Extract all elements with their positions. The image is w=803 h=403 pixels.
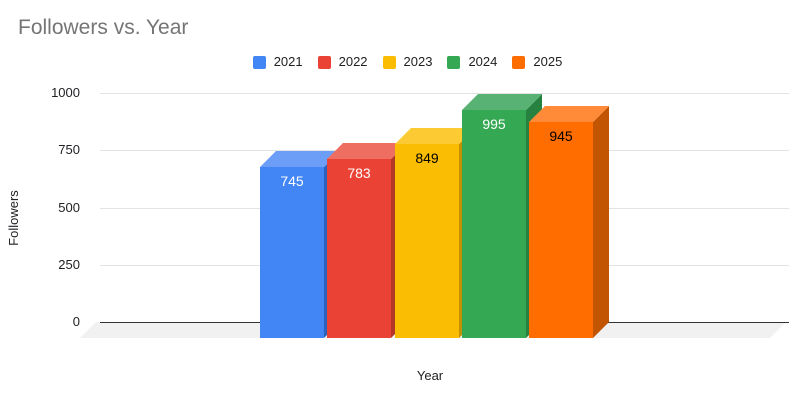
- gridline: [100, 150, 789, 152]
- bar-front-face: [395, 143, 459, 338]
- bar-top-face: [260, 151, 340, 168]
- x-axis-title: Year: [416, 368, 444, 383]
- y-tick-label: 0: [72, 314, 80, 329]
- y-tick-label: 1000: [51, 85, 80, 100]
- bar-value-label: 849: [415, 149, 439, 166]
- bar-value-label: 783: [347, 164, 371, 181]
- bar-value-label: 945: [549, 127, 573, 144]
- gridline: [100, 207, 789, 209]
- legend-item-2022[interactable]: 2022: [317, 54, 368, 70]
- bar-front-face: [529, 121, 593, 338]
- legend-swatch: [252, 55, 266, 69]
- legend-item-2023[interactable]: 2023: [382, 54, 433, 70]
- legend-item-2024[interactable]: 2024: [447, 54, 497, 70]
- bar-front-face: [462, 110, 526, 338]
- bar-side-face: [459, 127, 475, 338]
- legend-label: 2024: [468, 54, 498, 69]
- bar-value-label: 995: [482, 116, 506, 133]
- chart-title: Followers vs. Year: [18, 16, 189, 39]
- bar-side-face: [593, 105, 609, 338]
- legend-swatch: [512, 55, 526, 69]
- bar-side-face: [391, 142, 407, 338]
- y-axis-title: Followers: [6, 190, 21, 246]
- legend-item-2025[interactable]: 2025: [512, 54, 562, 70]
- bar-side-face: [526, 94, 542, 338]
- chart-floor-3d: [80, 322, 786, 338]
- bar-side-face: [324, 151, 340, 338]
- bar-top-face: [462, 94, 542, 111]
- legend-label: 2021: [273, 54, 303, 69]
- y-tick-label: 500: [58, 199, 80, 215]
- legend-label: 2025: [533, 54, 563, 69]
- x-axis-line: [100, 322, 789, 323]
- bar-top-face: [395, 127, 475, 144]
- bar-top-face: [529, 105, 609, 122]
- y-tick-label: 250: [58, 256, 80, 272]
- legend-swatch: [317, 55, 331, 69]
- y-tick-label: 750: [58, 142, 80, 158]
- bar-value-label: 745: [280, 173, 304, 190]
- legend-label: 2022: [338, 54, 368, 69]
- legend-swatch: [382, 55, 396, 69]
- legend-swatch: [447, 55, 461, 69]
- gridline: [100, 93, 789, 94]
- bar-front-face: [327, 158, 391, 338]
- chart-legend: 2021 2022 2023 2024 2025: [0, 53, 803, 71]
- bar-front-face: [260, 167, 324, 338]
- gridline: [100, 264, 789, 266]
- legend-label: 2023: [403, 54, 433, 69]
- legend-item-2021[interactable]: 2021: [252, 54, 303, 70]
